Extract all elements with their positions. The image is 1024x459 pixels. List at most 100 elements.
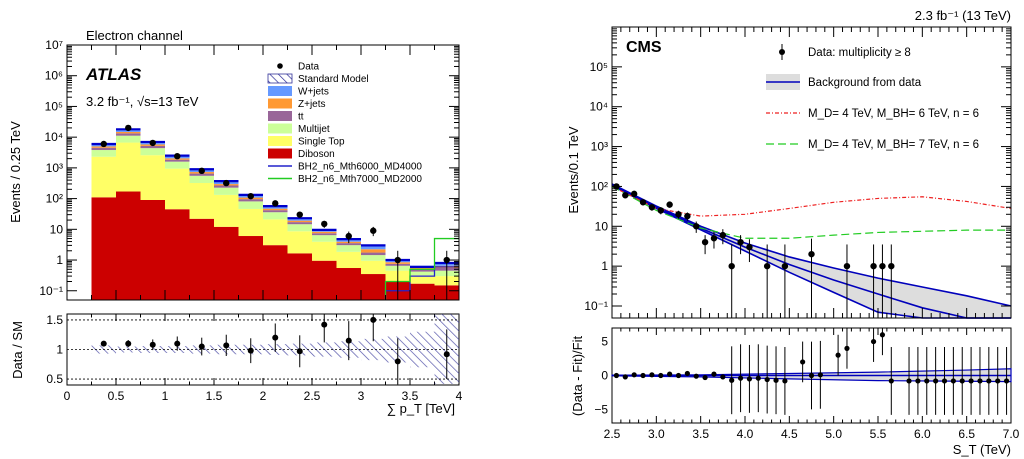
signal-line-2 <box>384 237 459 300</box>
stack-bar-diboson <box>263 245 288 300</box>
ratio-y-axis-label: Data / SM <box>10 321 25 379</box>
legend-entry: Diboson <box>268 148 335 160</box>
stack-bar-w-jets <box>361 245 386 250</box>
ratio-point <box>649 372 655 378</box>
ratio-point <box>272 334 279 341</box>
data-point <box>763 262 771 270</box>
ratio-y-tick-label: 0.5 <box>46 372 63 386</box>
legend-label: Background from data <box>808 77 922 89</box>
stack-bar-single-top <box>336 251 361 269</box>
y-tick-label: 10⁻¹ <box>584 299 608 313</box>
ratio-point <box>844 345 850 351</box>
x-tick-label: 3.0 <box>648 427 665 441</box>
stack-bar-diboson <box>361 274 386 300</box>
ratio-point <box>174 340 181 347</box>
ratio-point <box>613 372 620 379</box>
legend-swatch <box>267 73 293 84</box>
stack-bar-tt <box>189 173 214 176</box>
stack-bar-z-jets <box>312 231 337 234</box>
stack-bar-tt <box>263 210 288 213</box>
ratio-point <box>693 373 699 379</box>
data-point <box>728 262 735 270</box>
ratio-point <box>198 343 205 350</box>
experiment-label: ATLAS <box>85 65 142 84</box>
stack-bar-single-top <box>361 260 386 275</box>
stack-bar-single-top <box>263 219 288 246</box>
data-point <box>100 140 107 148</box>
ratio-point <box>968 378 974 384</box>
legend-entry: BH2_n6_Mth6000_MD4000 <box>268 162 422 173</box>
x-tick-label: 6.5 <box>958 427 975 441</box>
ratio-point <box>1003 378 1010 384</box>
data-point <box>443 256 450 264</box>
stack-bar-tt <box>361 252 386 256</box>
data-point <box>648 204 656 211</box>
legend-label: Diboson <box>298 149 335 160</box>
stack-bar-diboson <box>238 236 263 300</box>
background-uncertainty-band <box>612 184 1011 318</box>
y-tick-label: 10² <box>591 179 608 193</box>
ratio-y-tick-label: 1.5 <box>46 313 63 327</box>
data-point <box>808 250 815 258</box>
legend-label: W+jets <box>298 87 329 98</box>
stack-bar-z-jets <box>287 220 312 223</box>
legend-label: tt <box>298 112 304 123</box>
stack-bar-diboson <box>165 209 190 300</box>
ratio-point <box>924 378 930 384</box>
ratio-point <box>149 341 156 348</box>
data-point <box>684 212 691 220</box>
ratio-point <box>933 378 939 384</box>
legend-swatch <box>268 86 292 96</box>
legend-entry: M_D= 4 TeV, M_BH= 7 TeV, n = 6 <box>766 139 979 151</box>
data-point <box>746 243 753 251</box>
stack-bar-diboson <box>336 268 361 300</box>
x-tick-label: 3.5 <box>402 389 419 403</box>
data-point <box>321 220 328 228</box>
y-axis-label: Events/0.1 TeV <box>566 126 581 214</box>
data-point <box>125 124 132 132</box>
ratio-point <box>223 342 230 349</box>
data-point <box>888 262 895 270</box>
stack-bar-single-top <box>116 142 141 192</box>
ratio-point <box>764 376 770 383</box>
y-tick-label: 10⁵ <box>590 60 608 74</box>
ratio-point <box>658 372 664 379</box>
legend-label: BH2_n6_Mth7000_MD2000 <box>298 174 422 185</box>
stack-bar-single-top <box>140 155 165 200</box>
experiment-label: CMS <box>626 39 662 56</box>
ratio-y-tick-label: 5 <box>601 335 608 349</box>
data-point <box>737 238 744 246</box>
stack-bar-multijet <box>189 175 214 183</box>
ratio-point <box>835 352 841 358</box>
ratio-point <box>125 340 132 347</box>
data-point <box>296 211 303 218</box>
legend-label: BH2_n6_Mth6000_MD4000 <box>298 162 422 173</box>
ratio-y-tick-label: 1 <box>56 343 63 357</box>
legend-label: Single Top <box>298 137 345 148</box>
stack-bar-tt <box>410 269 435 272</box>
stack-bar-single-top <box>91 156 116 198</box>
lumi-label: 2.3 fb⁻¹ (13 TeV) <box>915 8 1011 23</box>
stack-bar-diboson <box>410 283 435 300</box>
x-tick-label: 1.5 <box>206 389 223 403</box>
ratio-point <box>959 378 965 384</box>
x-tick-label: 5.0 <box>825 427 842 441</box>
ratio-point <box>443 351 450 358</box>
x-tick-label: 2.5 <box>604 427 621 441</box>
stack-bar-multijet <box>238 201 263 209</box>
legend-entry: Data: multiplicity ≥ 8 <box>779 44 911 60</box>
ratio-point <box>755 375 761 381</box>
stack-bar-multijet <box>140 148 165 156</box>
data-point <box>701 238 709 246</box>
stack-bar-tt <box>116 133 141 136</box>
chart-title: Electron channel <box>86 28 183 43</box>
ratio-point <box>720 374 726 380</box>
ratio-point <box>995 378 1001 384</box>
legend-swatch <box>268 111 292 121</box>
ratio-point <box>675 372 682 379</box>
stack-bar-single-top <box>238 208 263 237</box>
x-axis-label: ∑ p_T [TeV] <box>387 401 455 416</box>
x-tick-label: 3 <box>358 389 365 403</box>
stack-bar-z-jets <box>263 208 288 211</box>
